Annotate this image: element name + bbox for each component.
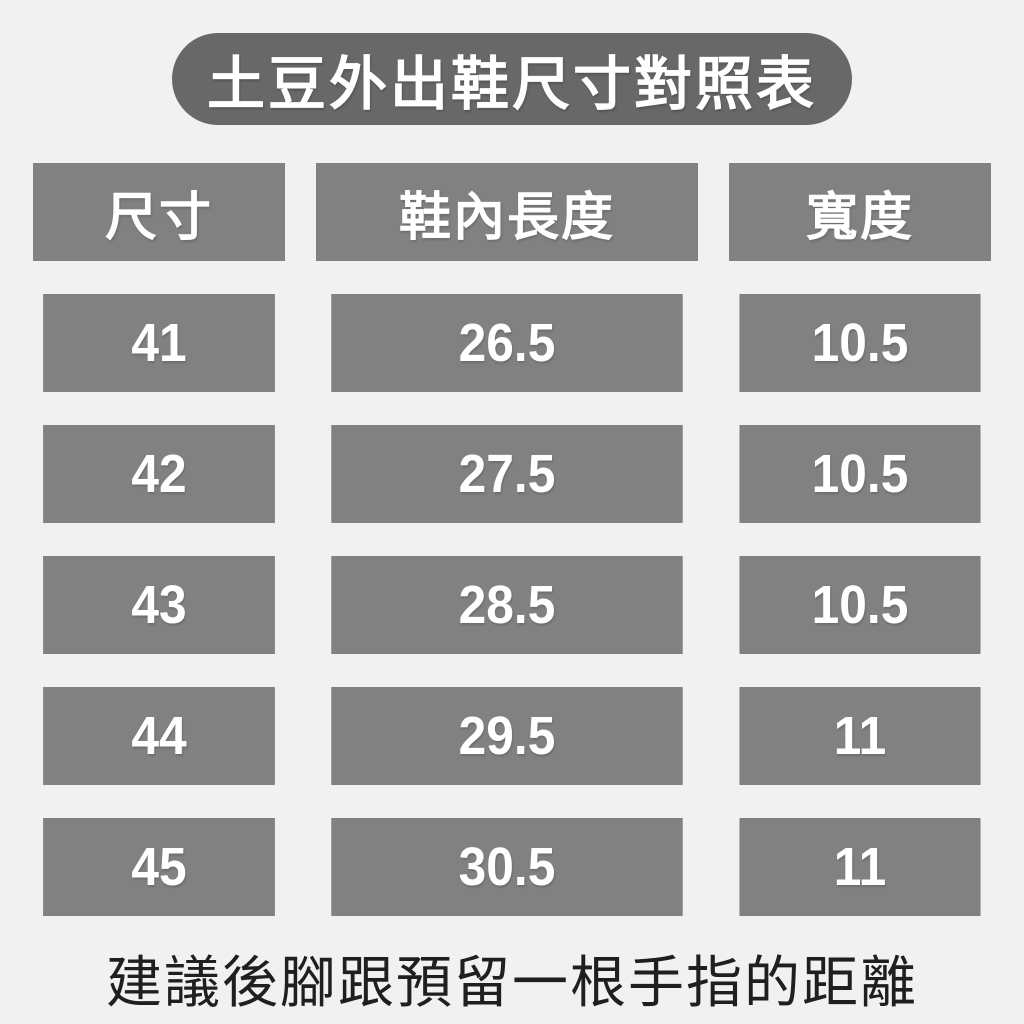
table-cell-length-43: 28.5 xyxy=(331,556,683,654)
table-cell-width-44: 11 xyxy=(739,687,981,785)
table-cell-size-45: 45 xyxy=(43,818,275,916)
column-header-size: 尺寸 xyxy=(33,163,285,261)
table-cell-width-41: 10.5 xyxy=(739,294,981,392)
page-title: 土豆外出鞋尺寸對照表 xyxy=(206,52,817,117)
table-cell-length-41: 26.5 xyxy=(331,294,683,392)
table-cell-length-45: 30.5 xyxy=(331,818,683,916)
size-table: 尺寸 鞋內長度 寬度 41 26.5 10.5 42 27.5 10.5 43 … xyxy=(33,163,991,916)
title-pill: 土豆外出鞋尺寸對照表 xyxy=(172,33,852,125)
column-header-width: 寬度 xyxy=(729,163,991,261)
column-header-length: 鞋內長度 xyxy=(316,163,698,261)
table-cell-width-43: 10.5 xyxy=(739,556,981,654)
table-cell-width-42: 10.5 xyxy=(739,425,981,523)
table-cell-width-45: 11 xyxy=(739,818,981,916)
footer-note: 建議後腳跟預留一根手指的距離 xyxy=(106,951,918,1014)
table-cell-size-43: 43 xyxy=(43,556,275,654)
table-cell-size-41: 41 xyxy=(43,294,275,392)
table-cell-length-44: 29.5 xyxy=(331,687,683,785)
table-cell-size-44: 44 xyxy=(43,687,275,785)
table-cell-length-42: 27.5 xyxy=(331,425,683,523)
table-cell-size-42: 42 xyxy=(43,425,275,523)
